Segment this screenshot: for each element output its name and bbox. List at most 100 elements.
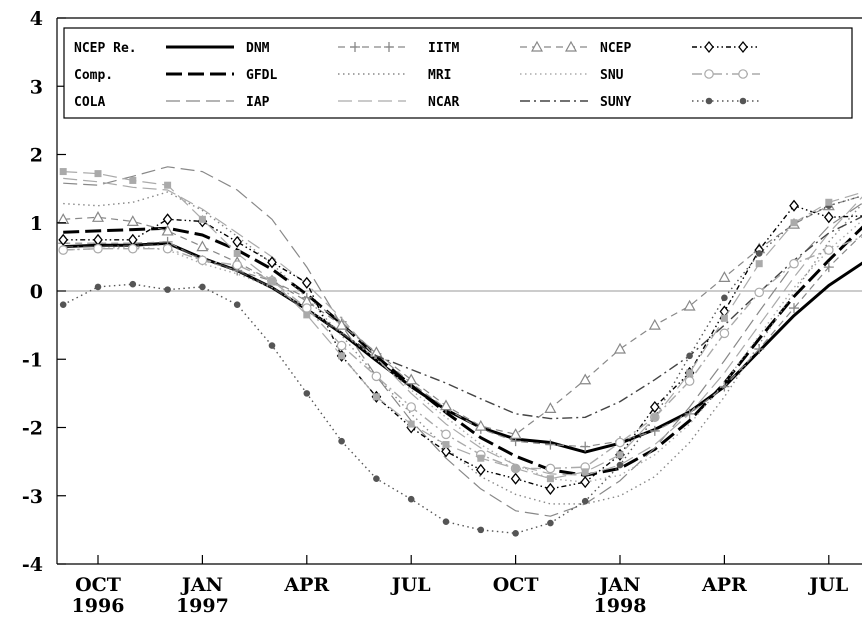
series-series-12 — [59, 168, 862, 483]
data-point-dnm — [580, 441, 591, 452]
data-point-snu — [545, 463, 556, 474]
data-point-iitm — [335, 318, 348, 330]
data-point-snu — [197, 255, 208, 266]
data-point-snu — [719, 328, 730, 339]
data-point-iitm — [509, 428, 522, 439]
series-gfdl — [63, 191, 862, 505]
series-line-ncep — [63, 204, 862, 490]
data-point-suny — [199, 283, 206, 291]
y-tick-label: -2 — [22, 418, 43, 440]
data-point-iitm — [648, 318, 661, 330]
x-tick-label: JAN — [597, 574, 640, 596]
data-point-series-12 — [94, 170, 102, 178]
legend-label: SUNY — [600, 95, 631, 110]
x-tick-year-label: 1996 — [72, 595, 125, 617]
legend-label: SNU — [600, 68, 624, 83]
legend-swatch-marker — [704, 69, 714, 79]
data-point-iitm — [683, 299, 696, 311]
data-point-series-12 — [616, 451, 624, 459]
x-tick-label: JAN — [180, 574, 223, 596]
legend-entry-iap: IAP — [246, 95, 406, 110]
y-tick-label: -4 — [22, 554, 43, 576]
legend-entry-cola: COLA — [74, 95, 234, 110]
x-tick-label: OCT — [75, 574, 121, 596]
data-point-suny — [512, 529, 519, 537]
series-line-ncar — [63, 215, 862, 420]
legend-swatch-marker — [738, 69, 748, 79]
data-point-ncep — [441, 445, 451, 458]
y-tick-label: 2 — [30, 145, 43, 167]
legend-entry-gfdl: GFDL — [246, 68, 406, 83]
legend-label: GFDL — [246, 68, 277, 83]
data-point-ncep — [162, 213, 173, 226]
data-point-ncep — [510, 472, 521, 485]
data-point-snu — [336, 340, 347, 351]
data-point-snu — [371, 371, 382, 382]
data-point-iitm — [474, 419, 487, 431]
data-point-series-12 — [651, 413, 659, 421]
data-point-ncep — [301, 276, 312, 289]
data-point-series-12 — [268, 277, 276, 285]
series-snu — [58, 236, 862, 474]
x-tick-label: OCT — [493, 574, 539, 596]
data-point-iitm — [544, 402, 557, 413]
data-point-suny — [129, 280, 137, 288]
x-tick-label: JUL — [390, 574, 431, 596]
data-point-iitm — [405, 373, 418, 385]
data-point-series-12 — [59, 168, 67, 176]
data-point-ncep — [475, 463, 486, 476]
y-tick-label: 0 — [30, 281, 43, 303]
series-comp- — [63, 225, 862, 477]
data-point-snu — [823, 245, 834, 255]
series-line-cola — [63, 166, 862, 517]
series-line-snu — [63, 236, 862, 470]
data-point-ncep — [823, 211, 834, 224]
data-point-series-12 — [755, 260, 763, 268]
legend-swatch-marker — [738, 40, 748, 54]
legend-swatch-marker — [530, 40, 544, 52]
legend-label: MRI — [428, 68, 451, 83]
data-point-suny — [94, 283, 102, 291]
data-point-ncep — [232, 235, 243, 248]
data-point-ncep — [58, 233, 69, 246]
data-point-dnm — [545, 439, 556, 450]
data-point-snu — [301, 303, 312, 313]
data-point-iitm — [91, 211, 105, 222]
series-line-iap — [63, 177, 862, 476]
legend-entry-ncep: NCEP — [600, 40, 760, 56]
data-point-suny — [303, 390, 311, 397]
data-point-suny — [477, 526, 485, 534]
series-dnm — [58, 233, 862, 452]
legend-label: DNM — [246, 41, 270, 56]
legend-label: IITM — [428, 41, 459, 56]
series-group — [57, 166, 862, 537]
legend-label: Comp. — [74, 68, 113, 83]
x-tick-label: APR — [283, 574, 329, 596]
data-point-suny — [59, 301, 67, 308]
data-point-suny — [686, 352, 693, 360]
data-point-suny — [373, 475, 380, 482]
series-line-suny — [62, 195, 862, 534]
series-line-gfdl — [63, 191, 862, 505]
data-point-series-12 — [164, 181, 172, 189]
legend-label: COLA — [74, 95, 105, 110]
legend-entry-comp-: Comp. — [74, 68, 234, 83]
legend-label: NCEP Re. — [74, 41, 137, 56]
y-tick-label: -1 — [22, 349, 43, 371]
data-point-series-12 — [512, 464, 520, 472]
data-point-snu — [93, 243, 103, 254]
data-point-snu — [406, 402, 416, 412]
legend-swatch-marker — [564, 40, 578, 52]
x-tick-year-label: 1998 — [594, 595, 647, 617]
data-point-suny — [164, 286, 171, 293]
data-point-iitm — [196, 240, 209, 252]
data-point-series-12 — [477, 454, 485, 462]
data-point-suny — [338, 437, 345, 445]
data-point-snu — [754, 287, 764, 298]
data-point-ncep — [789, 199, 799, 212]
data-point-series-12 — [546, 475, 554, 483]
data-point-iitm — [439, 399, 453, 411]
y-tick-label: 3 — [30, 76, 43, 98]
